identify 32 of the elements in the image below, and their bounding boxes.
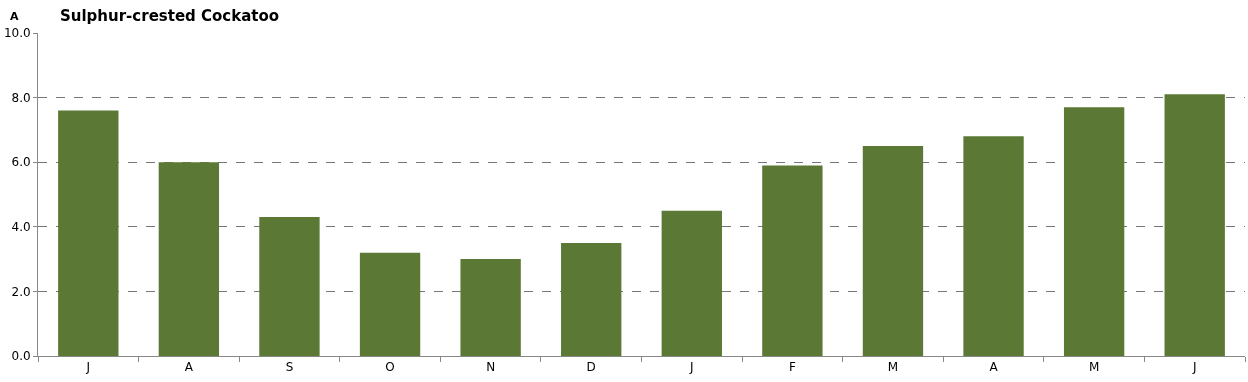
bar bbox=[58, 110, 119, 356]
y-tick-label: 0.0 bbox=[11, 349, 31, 364]
y-tick-label: 4.0 bbox=[11, 220, 31, 234]
x-tick-label: N bbox=[486, 360, 496, 375]
y-tick-label: 2.0 bbox=[11, 284, 31, 299]
bar bbox=[1164, 94, 1225, 356]
bar bbox=[661, 210, 722, 356]
x-tick-label: J bbox=[689, 360, 694, 375]
x-tick-label: J bbox=[1191, 360, 1197, 375]
x-tick-label: F bbox=[788, 360, 796, 375]
chart-title: Sulphur-crested Cockatoo bbox=[60, 7, 280, 26]
x-tick-label: A bbox=[989, 360, 999, 375]
bar bbox=[561, 242, 622, 356]
x-tick-label: M bbox=[887, 360, 899, 375]
x-tick-label: O bbox=[385, 360, 395, 375]
bar bbox=[259, 217, 320, 356]
x-tick-label: M bbox=[1088, 360, 1100, 375]
bar bbox=[359, 252, 421, 356]
bar bbox=[158, 162, 220, 356]
bar bbox=[460, 259, 521, 356]
text: A bbox=[10, 10, 19, 23]
y-tick-label: 6.0 bbox=[11, 155, 31, 170]
bar bbox=[862, 146, 924, 356]
y-tick-label: 10.0 bbox=[3, 26, 31, 41]
x-tick-label: J bbox=[85, 360, 91, 375]
bar bbox=[762, 165, 823, 356]
bar bbox=[963, 136, 1024, 356]
y-tick-label: 8.0 bbox=[11, 90, 31, 105]
x-tick-label: D bbox=[586, 360, 596, 375]
x-tick-label: S bbox=[285, 360, 294, 375]
x-tick-label: A bbox=[184, 360, 194, 375]
bar bbox=[1063, 107, 1125, 356]
